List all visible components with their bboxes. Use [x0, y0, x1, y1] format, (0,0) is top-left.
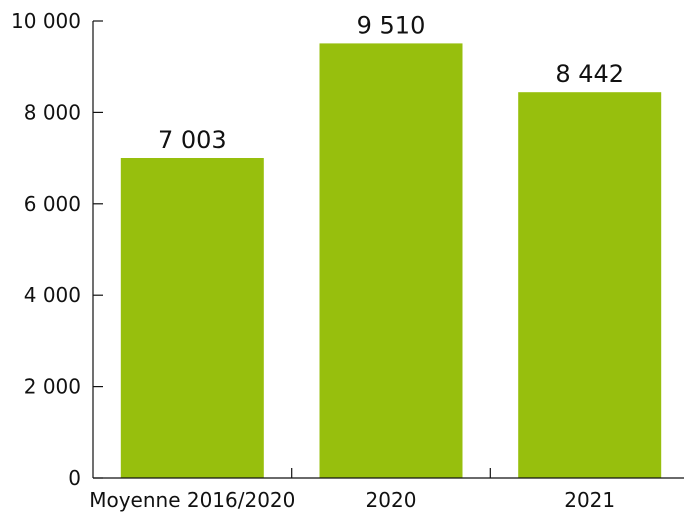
x-tick-label-2020: 2020 [366, 488, 417, 512]
data-label-2020: 9 510 [357, 11, 426, 39]
y-tick-label-6000: 6 000 [24, 192, 81, 216]
data-label-moyenne-2016-2020: 7 003 [158, 126, 227, 154]
bars-layer [120, 43, 662, 479]
y-tick-label-10000: 10 000 [11, 9, 81, 33]
y-tick-label-4000: 4 000 [24, 283, 81, 307]
y-tick-label-0: 0 [68, 466, 81, 490]
x-tick-label-2021: 2021 [564, 488, 615, 512]
bar-2021 [518, 92, 662, 478]
y-tick-label-2000: 2 000 [24, 375, 81, 399]
y-tick-label-8000: 8 000 [24, 100, 81, 124]
axes-layer [92, 20, 684, 479]
labels-layer: 7 003 Moyenne 2016/2020 9 510 2020 8 442 2021… [11, 9, 624, 512]
bar-2020 [319, 43, 463, 479]
bar-moyenne-2016-2020 [120, 158, 264, 478]
data-label-2021: 8 442 [555, 60, 624, 88]
x-tick-label-moyenne-2016-2020: Moyenne 2016/2020 [89, 488, 295, 512]
